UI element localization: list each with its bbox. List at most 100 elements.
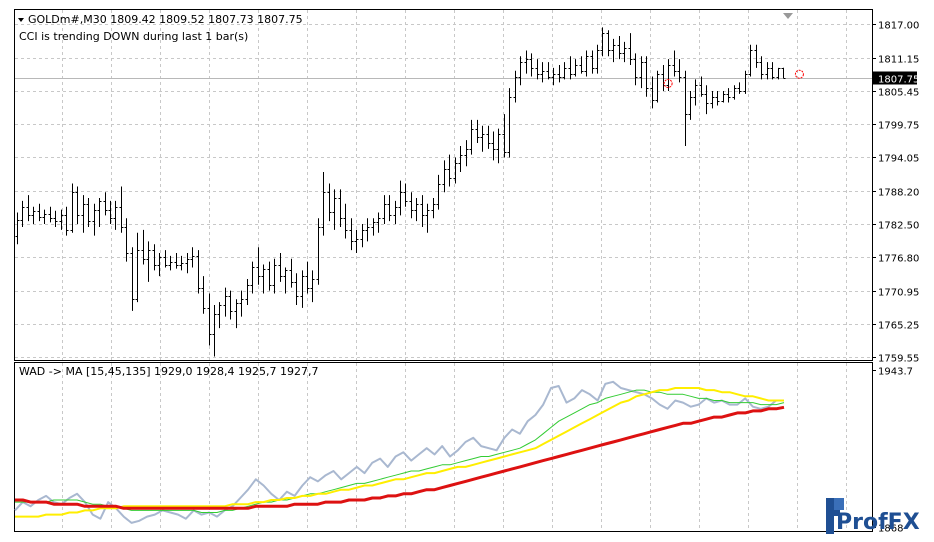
ohlc-bar <box>152 244 157 271</box>
ohlc-bar <box>228 290 233 320</box>
ohlc-bar <box>92 203 97 236</box>
ohlc-bar <box>97 198 102 227</box>
ohlc-bar <box>20 200 25 227</box>
dropdown-triangle-icon[interactable] <box>18 18 24 22</box>
ohlc-bar <box>622 41 627 63</box>
ohlc-bar <box>179 255 184 271</box>
ohlc-bar <box>130 247 135 311</box>
ohlc-bar <box>146 241 151 282</box>
ohlc-bar <box>53 210 58 227</box>
ohlc-bar <box>710 90 715 109</box>
indicator-label: WAD -> MA [15,45,135] 1929,0 1928,4 1925… <box>19 365 318 378</box>
price-tick-label: 1811.15 <box>878 55 919 66</box>
ohlc-bar <box>726 88 731 103</box>
signal-mark <box>794 69 804 79</box>
ohlc-bar <box>776 67 781 80</box>
ohlc-bar <box>644 56 649 97</box>
ohlc-bar <box>250 261 255 294</box>
ohlc-bar <box>360 224 365 248</box>
price-tick-label: 1817.00 <box>878 21 919 32</box>
ohlc-bar <box>267 261 272 291</box>
ohlc-bar <box>568 56 573 80</box>
ohlc-bar <box>683 70 688 146</box>
ohlc-bar <box>201 276 206 314</box>
ohlc-bar <box>81 195 86 233</box>
ohlc-bar <box>256 247 261 285</box>
ohlc-bar <box>332 189 337 230</box>
ohlc-bar <box>573 59 578 77</box>
ohlc-bar <box>535 59 540 80</box>
ohlc-bar <box>113 200 118 230</box>
ohlc-bar <box>15 212 20 245</box>
ohlc-bar <box>672 50 677 77</box>
ohlc-bar <box>343 203 348 239</box>
ohlc-bar <box>502 114 507 158</box>
ohlc-bar <box>600 27 605 57</box>
ohlc-bar <box>70 183 75 233</box>
ohlc-bar <box>464 140 469 167</box>
ohlc-bar <box>135 232 140 303</box>
ohlc-bar <box>212 305 217 357</box>
price-tick-label: 1770.95 <box>878 288 919 299</box>
ohlc-bar <box>48 206 53 223</box>
ohlc-bar <box>124 218 129 262</box>
ohlc-bar <box>217 302 222 329</box>
price-grid <box>15 10 872 360</box>
ohlc-bar <box>606 30 611 57</box>
ohlc-bar <box>163 250 168 268</box>
ohlc-bar <box>387 195 392 222</box>
ohlc-bar <box>168 255 173 271</box>
indicator-series-line <box>15 387 784 518</box>
ohlc-bar <box>562 62 567 80</box>
ohlc-bar <box>584 50 589 77</box>
ohlc-bar <box>398 180 403 216</box>
ohlc-bar <box>611 38 616 63</box>
ohlc-bar <box>453 157 458 184</box>
ohlc-bar <box>765 62 770 80</box>
ohlc-bar <box>239 290 244 317</box>
cci-note: CCI is trending DOWN during last 1 bar(s… <box>19 30 248 43</box>
indicator-series-line <box>15 405 785 510</box>
price-tick-label: 1794.05 <box>878 154 919 165</box>
ohlc-bar <box>590 50 595 74</box>
ohlc-bar <box>721 90 726 103</box>
ohlc-bar <box>491 131 496 161</box>
ohlc-bar <box>737 82 742 94</box>
ohlc-bar <box>529 53 534 77</box>
ohlc-bar <box>37 203 42 222</box>
ohlc-bar <box>781 67 786 79</box>
ohlc-bar <box>677 59 682 83</box>
ohlc-bar <box>223 287 228 317</box>
ohlc-bar <box>376 212 381 233</box>
price-tick-label: 1765.25 <box>878 321 919 332</box>
ohlc-bar <box>409 192 414 219</box>
ohlc-bar <box>754 44 759 68</box>
ohlc-bar <box>196 250 201 294</box>
ohlc-bar <box>617 36 622 60</box>
ohlc-bar <box>431 198 436 219</box>
shift-marker-icon[interactable] <box>783 13 793 19</box>
ohlc-bar <box>748 44 753 77</box>
ohlc-bar <box>207 293 212 346</box>
ohlc-bar <box>371 218 376 236</box>
ohlc-bar <box>174 252 179 269</box>
ohlc-bar <box>557 64 562 83</box>
ohlc-bar <box>546 62 551 80</box>
ohlc-bar <box>655 70 660 103</box>
ohlc-bar <box>414 198 419 222</box>
ohlc-bar <box>272 258 277 294</box>
price-tick-label: 1799.75 <box>878 121 919 132</box>
ohlc-bar <box>759 56 764 80</box>
ohlc-bar <box>704 85 709 115</box>
ohlc-bar <box>190 247 195 268</box>
ohlc-bar <box>31 206 36 225</box>
proffx-logo-icon <box>826 498 844 534</box>
ohlc-bar <box>633 53 638 86</box>
ohlc-bar <box>59 209 64 230</box>
ohlc-bar <box>447 154 452 187</box>
indicator-y-axis: 1943.7 1868 <box>872 367 913 535</box>
price-tick-label: 1776.80 <box>878 254 919 265</box>
ohlc-bar <box>639 56 644 89</box>
indicator-series-line <box>15 389 785 513</box>
